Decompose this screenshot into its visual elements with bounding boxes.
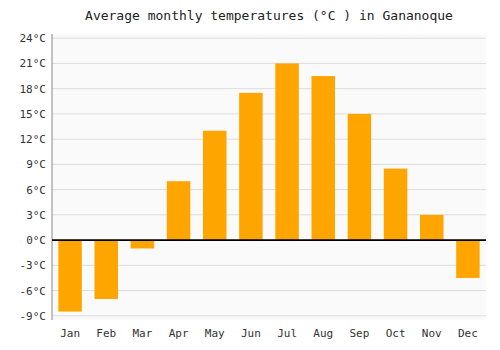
bar	[94, 240, 118, 299]
y-tick-label: 9°C	[26, 158, 46, 171]
x-tick-label: May	[205, 327, 225, 340]
y-axis-line	[52, 34, 53, 320]
y-tick-label: 12°C	[20, 133, 47, 146]
plot-area	[52, 34, 486, 320]
y-tick-label: 15°C	[20, 108, 47, 121]
y-tick-label: -9°C	[20, 310, 47, 323]
bar	[384, 169, 408, 241]
x-tick-label: Dec	[458, 327, 478, 340]
bars	[58, 63, 479, 311]
chart: Average monthly temperatures (°C ) in Ga…	[0, 0, 500, 350]
grid-line	[52, 88, 486, 89]
bar	[239, 93, 263, 240]
bar	[58, 240, 82, 312]
y-tick-label: 24°C	[20, 32, 47, 45]
grid-line	[52, 113, 486, 114]
zero-line	[52, 239, 486, 241]
x-tick-label: Oct	[386, 327, 406, 340]
x-tick-label: Jan	[60, 327, 80, 340]
x-tick-label: Jul	[277, 327, 297, 340]
grid-line	[52, 63, 486, 64]
title: Average monthly temperatures (°C ) in Ga…	[85, 8, 453, 23]
zero-line-group	[52, 240, 486, 241]
y-tick-label: 18°C	[20, 83, 47, 96]
bar	[167, 181, 191, 240]
x-tick-label: Sep	[349, 327, 369, 340]
grid	[52, 38, 486, 316]
grid-line	[52, 315, 486, 316]
y-tick-label: 0°C	[26, 234, 46, 247]
bar	[456, 240, 480, 278]
grid-line	[52, 164, 486, 165]
bar	[348, 114, 372, 240]
x-tick-label: Aug	[313, 327, 333, 340]
bar	[203, 131, 227, 240]
grid-line	[52, 38, 486, 39]
x-tick-label: Nov	[422, 327, 442, 340]
grid-line	[52, 139, 486, 140]
y-tick-label: 21°C	[20, 57, 47, 70]
x-tick-label: Jun	[241, 327, 261, 340]
x-tick-label: Mar	[132, 327, 152, 340]
bar	[131, 240, 155, 248]
grid-line	[52, 189, 486, 190]
bar	[275, 63, 299, 240]
y-tick-label: 6°C	[26, 184, 46, 197]
x-tick-label: Apr	[169, 327, 189, 340]
x-tick-label: Feb	[96, 327, 116, 340]
bar	[311, 76, 335, 240]
y-tick-label: -3°C	[20, 259, 47, 272]
y-tick-label: -6°C	[20, 285, 47, 298]
y-tick-label: 3°C	[26, 209, 46, 222]
bar	[420, 215, 444, 240]
